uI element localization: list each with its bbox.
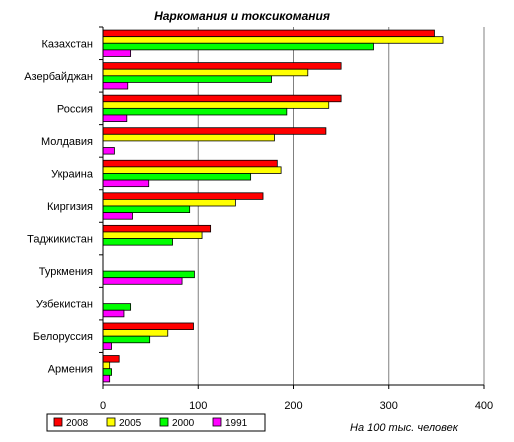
bar-2005 (102, 361, 111, 370)
bar-2008 (102, 29, 435, 38)
bar-1991 (102, 114, 128, 122)
x-tick-labels: 0 100 200 300 400 (100, 400, 493, 412)
x-tick-100: 100 (189, 400, 207, 412)
bar-2008 (102, 322, 194, 330)
bar-2008 (102, 224, 212, 233)
bar-2000 (102, 75, 272, 83)
bar-2008 (102, 94, 342, 103)
bars (102, 29, 444, 383)
category-label: Молдавия (41, 136, 93, 148)
bar-2000 (102, 107, 288, 116)
bar-2005 (102, 68, 309, 77)
category-labels: Казахстан Азербайджан Россия Молдавия Украин… (24, 38, 94, 375)
bar-2005 (102, 231, 203, 239)
legend-label-2005: 2005 (119, 418, 142, 429)
bar-1991 (102, 49, 132, 57)
category-label: Туркмения (39, 266, 93, 278)
category-label: Узбекистан (36, 299, 93, 311)
bar-2000 (102, 173, 252, 181)
bar-2008 (102, 159, 278, 168)
bar-2008 (102, 62, 342, 70)
bar-2000 (102, 335, 151, 344)
legend: 2008 2005 2000 1991 (46, 413, 266, 432)
bar-2000 (102, 368, 112, 376)
bar-2005 (102, 198, 236, 207)
bar-2005 (102, 36, 444, 44)
category-label: Таджикистан (27, 234, 93, 246)
bar-1991 (102, 277, 183, 285)
unit-label: На 100 тыс. человек (350, 422, 459, 434)
legend-swatch-2000 (159, 417, 169, 427)
category-label: Азербайджан (24, 71, 93, 83)
legend-label-2000: 2000 (172, 418, 195, 429)
x-tick-300: 300 (380, 400, 398, 412)
x-tick-0: 0 (100, 400, 106, 412)
legend-swatch-2005 (106, 417, 116, 427)
category-label: Украина (51, 168, 94, 180)
category-label: Казахстан (41, 38, 93, 50)
bar-1991 (102, 309, 125, 318)
legend-box (46, 413, 266, 432)
legend-label-2008: 2008 (66, 418, 89, 429)
bar-2005 (102, 166, 282, 174)
category-label: Россия (57, 103, 93, 115)
bar-1991 (102, 147, 115, 155)
category-label: Киргизия (47, 201, 93, 213)
bar-2005 (102, 101, 330, 109)
category-label: Белоруссия (33, 331, 93, 343)
bar-1991 (102, 179, 150, 188)
bar-2005 (102, 133, 275, 142)
x-tick-200: 200 (284, 400, 302, 412)
bar-1991 (102, 212, 133, 220)
bar-2000 (102, 238, 173, 246)
bar-2000 (102, 270, 195, 279)
bar-1991 (102, 82, 129, 90)
axes (99, 26, 485, 389)
chart-title: Наркомания и токсикомания (154, 9, 330, 23)
bar-2005 (102, 329, 169, 337)
bar-1991 (102, 342, 112, 350)
bar-2008 (102, 355, 120, 363)
legend-label-1991: 1991 (225, 418, 248, 429)
bar-2000 (102, 205, 191, 213)
bar-2000 (102, 303, 132, 311)
bar-2008 (102, 192, 264, 200)
category-label: Армения (48, 364, 93, 376)
legend-swatch-2008 (53, 417, 63, 427)
legend-swatch-1991 (212, 417, 222, 427)
bar-2008 (102, 127, 327, 135)
x-tick-400: 400 (475, 400, 493, 412)
bar-1991 (102, 374, 111, 383)
bar-2000 (102, 42, 374, 51)
